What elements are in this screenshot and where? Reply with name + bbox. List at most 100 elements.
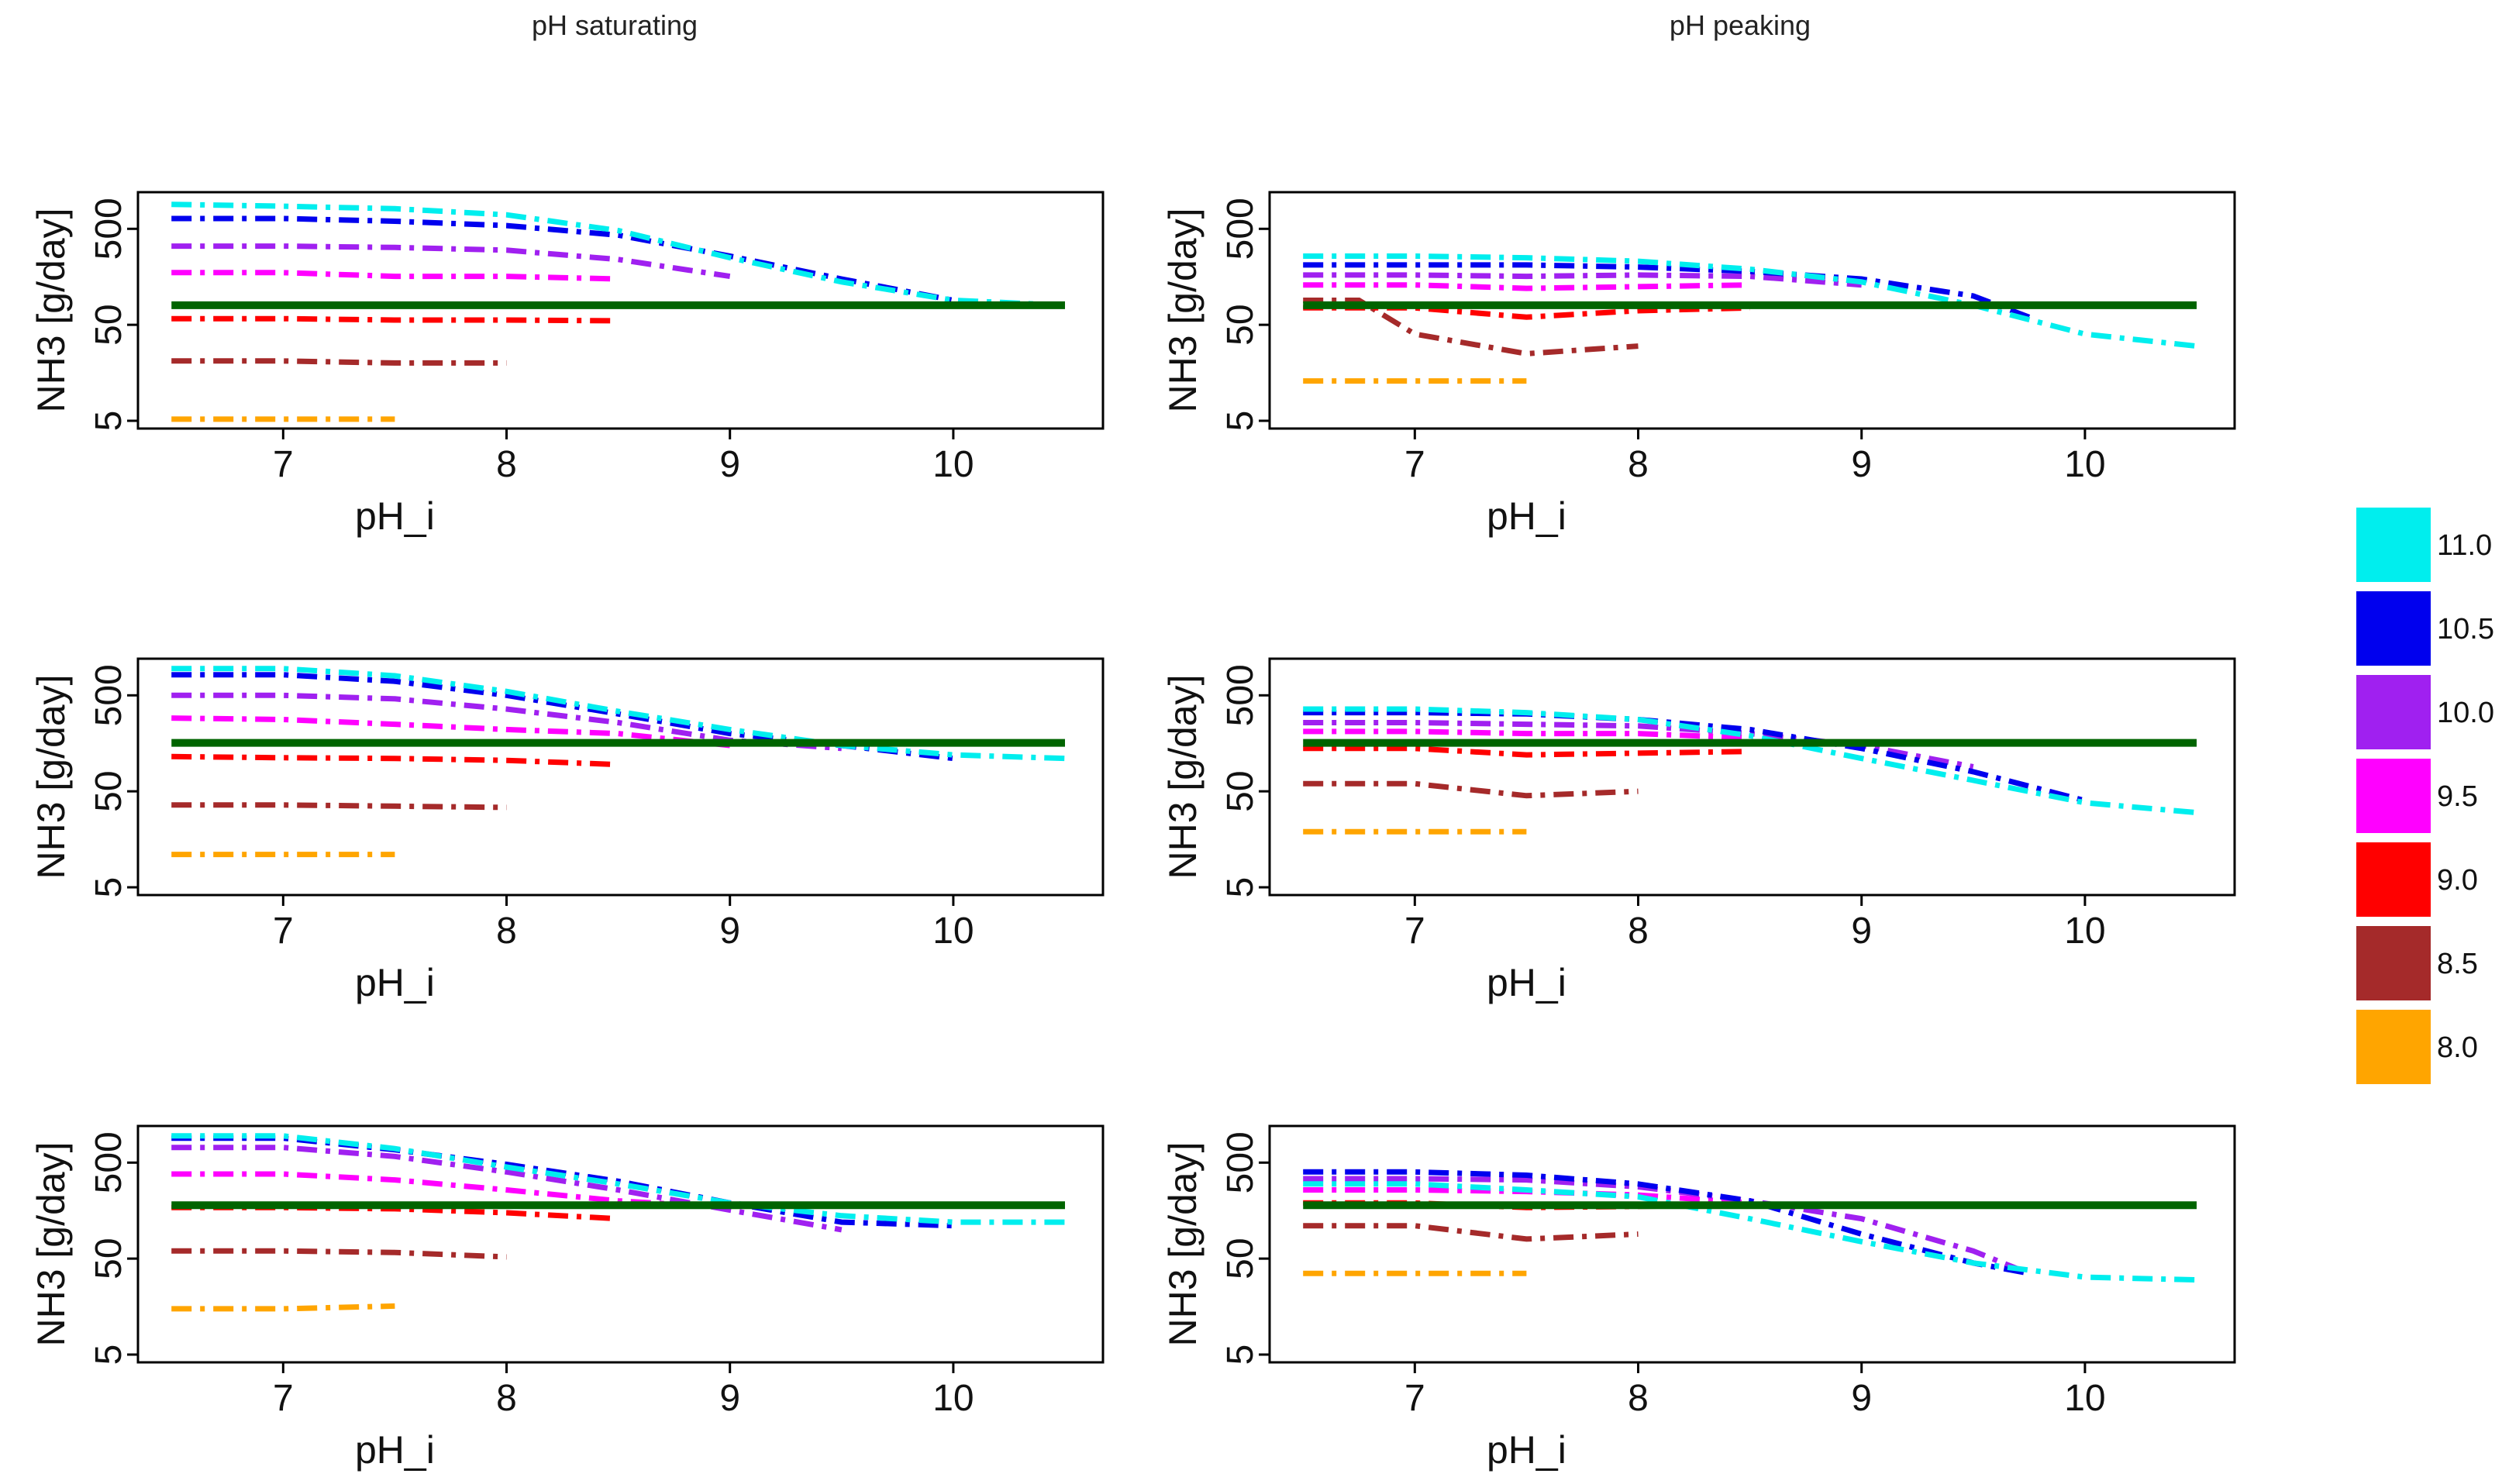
series-line-10-5 [1303, 1169, 2030, 1276]
legend-swatch-10-5 [2356, 591, 2431, 666]
chart-panel-2-1: 7 8 9 10 pH_i 5 50 500 NH3 [g/day] [29, 657, 1105, 1004]
x-axis-label: pH_i [355, 1428, 435, 1472]
x-tick-label: 7 [1404, 1378, 1425, 1419]
series-line-9-5 [1303, 728, 1750, 741]
legend-label: 8.0 [2437, 1031, 2478, 1064]
series-line-10-0 [1303, 1176, 2031, 1276]
legend-label: 9.5 [2437, 780, 2478, 813]
x-axis-label: pH_i [1487, 1428, 1566, 1472]
x-tick-label: 10 [2064, 911, 2105, 952]
y-tick-label: 5 [1220, 411, 1261, 432]
x-tick-label: 8 [1628, 1378, 1649, 1419]
y-tick-label: 5 [88, 411, 129, 432]
legend: 11.0 10.5 10.0 9.5 9.0 8.5 8.0 [2356, 508, 2494, 1084]
x-tick-label: 7 [273, 1378, 294, 1419]
x-tick-label: 9 [719, 444, 740, 485]
plot-frame [1268, 657, 2236, 897]
y-tick-label: 5 [88, 1345, 129, 1365]
x-axis-label: pH_i [1487, 494, 1566, 538]
series-line-11-0 [1303, 253, 2197, 349]
y-tick-label: 50 [1220, 1238, 1261, 1279]
series-line-11-0 [1303, 706, 2197, 816]
x-tick-label: 9 [1851, 911, 1872, 952]
chart-panel-3-1: 7 8 9 10 pH_i 5 50 500 NH3 [g/day] [29, 1124, 1105, 1472]
x-tick-label: 7 [1404, 911, 1425, 952]
x-tick-label: 9 [719, 911, 740, 952]
series-line-11-0 [171, 201, 1066, 308]
y-tick-label: 50 [1220, 304, 1261, 345]
y-tick-label: 5 [1220, 1345, 1261, 1365]
legend-swatch-8-0 [2356, 1010, 2431, 1084]
y-tick-label: 500 [1220, 198, 1261, 260]
x-tick-label: 10 [932, 444, 974, 485]
y-axis-label: NH3 [g/day] [29, 674, 73, 879]
x-tick-label: 10 [2064, 1378, 2105, 1419]
chart-panels: 7 8 9 10 pH_i 5 50 500 NH3 [g/day] 7 8 9 10 pH_i 5 50 50… [29, 191, 2236, 1472]
series-line-8-5 [171, 1248, 507, 1260]
series-line-9-0 [171, 315, 619, 324]
legend-label: 11.0 [2437, 529, 2492, 562]
y-tick-label: 500 [1220, 1131, 1261, 1193]
y-tick-label: 50 [88, 770, 129, 811]
x-tick-label: 10 [2064, 444, 2105, 485]
x-tick-label: 9 [1851, 444, 1872, 485]
series-line-8-5 [1303, 780, 1639, 799]
legend-label: 8.5 [2437, 948, 2478, 980]
x-tick-label: 8 [496, 1378, 517, 1419]
x-axis-label: pH_i [355, 494, 435, 538]
column-title-saturating: pH saturating [532, 9, 698, 41]
series-line-11-0 [1303, 1181, 2197, 1283]
column-title-peaking: pH peaking [1670, 9, 1811, 41]
x-tick-label: 7 [1404, 444, 1425, 485]
y-tick-label: 50 [88, 304, 129, 345]
legend-swatch-8-5 [2356, 926, 2431, 1000]
y-tick-label: 50 [88, 1238, 129, 1279]
series-line-10-5 [1303, 262, 2031, 320]
x-tick-label: 7 [273, 444, 294, 485]
x-tick-label: 8 [1628, 911, 1649, 952]
y-axis-label: NH3 [g/day] [1161, 674, 1205, 879]
chart-panel-1-1: 7 8 9 10 pH_i 5 50 500 NH3 [g/day] [29, 191, 1105, 538]
x-tick-label: 8 [1628, 444, 1649, 485]
x-tick-label: 8 [496, 444, 517, 485]
chart-panel-3-2: 7 8 9 10 pH_i 5 50 500 NH3 [g/day] [1161, 1124, 2236, 1472]
series-line-11-0 [171, 666, 1066, 762]
series-line-8-5 [171, 358, 507, 366]
series-line-10-5 [171, 215, 954, 303]
series-line-9-5 [1303, 282, 1750, 291]
chart-panel-1-2: 7 8 9 10 pH_i 5 50 500 NH3 [g/day] [1161, 191, 2236, 538]
series-line-8-5 [171, 802, 507, 811]
x-tick-label: 10 [932, 911, 974, 952]
y-tick-label: 50 [1220, 770, 1261, 811]
x-tick-label: 7 [273, 911, 294, 952]
y-tick-label: 500 [88, 1131, 129, 1193]
series-line-10-5 [171, 672, 954, 762]
series-line-8-0 [171, 1303, 395, 1312]
y-axis-label: NH3 [g/day] [1161, 1141, 1205, 1346]
x-axis-label: pH_i [355, 961, 435, 1004]
legend-swatch-11-0 [2356, 508, 2431, 582]
legend-label: 10.5 [2437, 613, 2494, 646]
y-tick-label: 5 [1220, 877, 1261, 898]
series-line-9-5 [171, 715, 731, 749]
x-tick-label: 9 [1851, 1378, 1872, 1419]
y-tick-label: 5 [88, 877, 129, 898]
y-axis-label: NH3 [g/day] [1161, 208, 1205, 412]
series-line-8-5 [1303, 1223, 1639, 1242]
series-line-9-0 [1303, 745, 1750, 758]
plot-frame [136, 1124, 1105, 1364]
x-tick-label: 10 [932, 1378, 974, 1419]
x-tick-label: 9 [719, 1378, 740, 1419]
legend-label: 10.0 [2437, 697, 2494, 729]
chart-panel-2-2: 7 8 9 10 pH_i 5 50 500 NH3 [g/day] [1161, 657, 2236, 1004]
y-tick-label: 500 [1220, 664, 1261, 726]
series-line-9-0 [171, 1204, 619, 1222]
series-line-10-5 [1303, 710, 2086, 804]
plot-frame [136, 657, 1105, 897]
series-line-11-0 [171, 1133, 1065, 1225]
series-line-9-0 [171, 753, 619, 768]
legend-swatch-9-0 [2356, 842, 2431, 917]
legend-label: 9.0 [2437, 864, 2478, 897]
y-axis-label: NH3 [g/day] [29, 208, 73, 412]
